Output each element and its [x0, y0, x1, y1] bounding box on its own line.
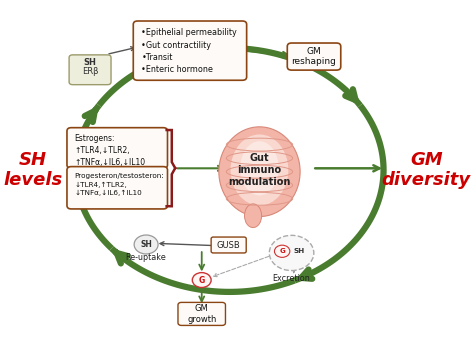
- Text: SH
levels: SH levels: [3, 151, 63, 189]
- FancyBboxPatch shape: [287, 43, 341, 70]
- Ellipse shape: [230, 134, 288, 206]
- Text: Gut
immuno
modulation: Gut immuno modulation: [228, 153, 291, 187]
- Text: ERβ: ERβ: [82, 67, 98, 76]
- Text: GM
diversity: GM diversity: [382, 151, 471, 189]
- FancyBboxPatch shape: [69, 55, 111, 85]
- FancyBboxPatch shape: [211, 237, 246, 253]
- Text: G: G: [279, 248, 285, 254]
- FancyBboxPatch shape: [67, 128, 167, 168]
- Text: G: G: [199, 275, 205, 285]
- Circle shape: [274, 245, 290, 257]
- Ellipse shape: [240, 141, 279, 196]
- Text: SH: SH: [293, 248, 304, 254]
- Text: Excretion: Excretion: [273, 274, 310, 283]
- Text: GUSB: GUSB: [217, 241, 240, 250]
- Circle shape: [134, 235, 158, 254]
- FancyBboxPatch shape: [133, 21, 246, 80]
- Text: SH: SH: [83, 58, 97, 67]
- Text: Re-uptake: Re-uptake: [126, 253, 166, 261]
- Text: SH: SH: [140, 240, 152, 249]
- FancyBboxPatch shape: [178, 302, 226, 325]
- Text: Progesteron/testosteron:
↓TLR4,↑TLR2,
↓TNFα,↓IL6,↑IL10: Progesteron/testosteron: ↓TLR4,↑TLR2, ↓T…: [75, 173, 164, 196]
- Circle shape: [192, 273, 211, 288]
- Ellipse shape: [219, 127, 300, 217]
- FancyBboxPatch shape: [67, 167, 167, 209]
- Ellipse shape: [245, 204, 262, 227]
- Text: Estrogens:
↑TLR4,↓TLR2,
↑TNFα,↓IL6,↓IL10: Estrogens: ↑TLR4,↓TLR2, ↑TNFα,↓IL6,↓IL10: [75, 134, 146, 167]
- Text: •Epithelial permeability
•Gut contractility
•Transit
•Enteric hormone: •Epithelial permeability •Gut contractil…: [141, 29, 237, 74]
- Text: GM
growth: GM growth: [187, 304, 217, 324]
- Circle shape: [269, 235, 314, 271]
- Text: GM
reshaping: GM reshaping: [292, 47, 337, 66]
